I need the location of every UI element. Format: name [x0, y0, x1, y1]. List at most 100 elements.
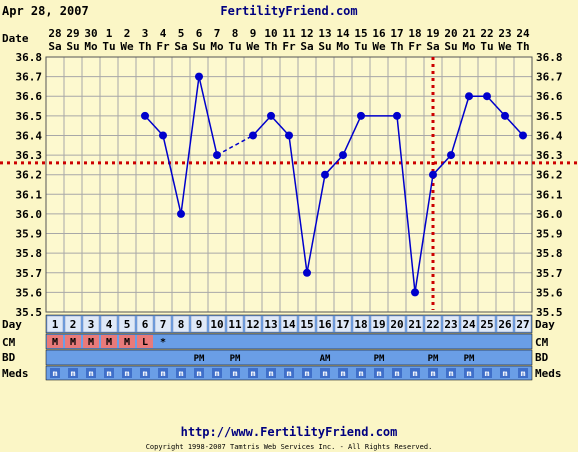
meds-cell	[338, 368, 348, 378]
temp-point	[339, 151, 347, 160]
y-tick-label-right: 35.6	[536, 286, 563, 299]
temp-point	[321, 170, 329, 179]
cm-cell	[65, 335, 81, 348]
cm-value: M	[70, 337, 76, 348]
day-cell	[478, 315, 496, 333]
cycle-day-label: 17	[336, 318, 349, 331]
day-cell	[208, 315, 226, 333]
weekday-label: Mo	[336, 40, 350, 53]
meds-value: m	[197, 369, 202, 378]
temp-point	[303, 268, 311, 277]
series-segment	[288, 135, 308, 273]
meds-cell	[194, 368, 204, 378]
y-tick-label: 35.6	[16, 286, 43, 299]
meds-value: m	[395, 369, 400, 378]
meds-value: m	[269, 369, 274, 378]
day-cell	[460, 315, 478, 333]
meds-value: m	[341, 369, 346, 378]
meds-cell	[482, 368, 492, 378]
day-cell	[64, 315, 82, 333]
meds-value: m	[359, 369, 364, 378]
day-cell	[172, 315, 190, 333]
weekday-label: Th	[264, 40, 277, 53]
weekday-label: Sa	[300, 40, 313, 53]
series-segment	[432, 154, 452, 176]
series-segment	[252, 115, 272, 136]
weekday-label: We	[372, 40, 386, 53]
bd-row-label-right: BD	[535, 351, 549, 364]
y-tick-label: 36.5	[16, 110, 43, 123]
meds-cell	[230, 368, 240, 378]
day-cell	[496, 315, 514, 333]
cm-value: *	[160, 337, 166, 348]
footer-copyright: Copyright 1998-2007 Tamtris Web Services…	[146, 443, 433, 451]
day-cell	[352, 315, 370, 333]
cycle-day-label: 2	[70, 318, 77, 331]
weekday-label: Fr	[282, 40, 296, 53]
day-cell	[154, 315, 172, 333]
date-label: 24	[516, 27, 530, 40]
y-tick-label: 35.7	[16, 267, 43, 280]
cycle-day-label: 12	[246, 318, 259, 331]
temp-point	[447, 151, 455, 160]
meds-value: m	[251, 369, 256, 378]
date-label: 10	[264, 27, 277, 40]
bd-value: PM	[374, 354, 385, 364]
cm-value: M	[52, 337, 58, 348]
date-label: 1	[106, 27, 113, 40]
series-segment	[162, 135, 182, 215]
day-cell	[334, 315, 352, 333]
temp-point	[195, 72, 203, 81]
meds-cell	[122, 368, 132, 378]
meds-cell	[500, 368, 510, 378]
meds-value: m	[305, 369, 310, 378]
meds-cell	[356, 368, 366, 378]
weekday-label: Mo	[462, 40, 476, 53]
cycle-day-label: 7	[160, 318, 167, 331]
cycle-day-label: 5	[124, 318, 131, 331]
weekday-label: Sa	[426, 40, 439, 53]
date-label: 14	[336, 27, 350, 40]
info-rows: 1Mm2Mm3Mm4Mm5Mm6Lm7*m8m9PMm10m11PMm12m13…	[45, 314, 533, 381]
cycle-day-label: 14	[282, 318, 296, 331]
day-cell	[136, 315, 154, 333]
day-cell	[280, 315, 298, 333]
weekday-label: Sa	[48, 40, 61, 53]
weekday-label: We	[498, 40, 512, 53]
meds-value: m	[53, 369, 58, 378]
meds-cell	[464, 368, 474, 378]
day-cell	[298, 315, 316, 333]
meds-cell	[158, 368, 168, 378]
date-label: 9	[250, 27, 257, 40]
meds-value: m	[323, 369, 328, 378]
weekday-label: Th	[390, 40, 403, 53]
day-cell	[118, 315, 136, 333]
footer-url[interactable]: http://www.FertilityFriend.com	[181, 425, 398, 439]
date-label: 28	[48, 27, 61, 40]
day-cell	[82, 315, 100, 333]
cycle-day-label: 21	[408, 318, 422, 331]
y-tick-label: 35.5	[16, 306, 43, 319]
series-segment	[180, 76, 200, 215]
meds-cell	[284, 368, 294, 378]
temp-point	[465, 92, 473, 101]
chart-date: Apr 28, 2007	[2, 4, 89, 18]
temp-point	[249, 131, 257, 140]
cycle-day-label: 26	[498, 318, 512, 331]
series-segment	[306, 174, 326, 273]
y-tick-label-right: 36.4	[536, 129, 563, 142]
weekday-label: Fr	[156, 40, 170, 53]
meds-value: m	[215, 369, 220, 378]
cm-value: L	[142, 337, 148, 348]
date-label: 16	[372, 27, 386, 40]
meds-cell	[86, 368, 96, 378]
temp-point	[177, 209, 185, 218]
date-label: 5	[178, 27, 185, 40]
cm-cell	[137, 335, 153, 348]
y-tick-label: 36.0	[16, 208, 43, 221]
series-segment	[396, 115, 416, 293]
temp-point	[213, 151, 221, 160]
day-row-label-right: Day	[535, 318, 555, 331]
series-segment	[270, 115, 290, 136]
plot-area	[45, 56, 533, 313]
